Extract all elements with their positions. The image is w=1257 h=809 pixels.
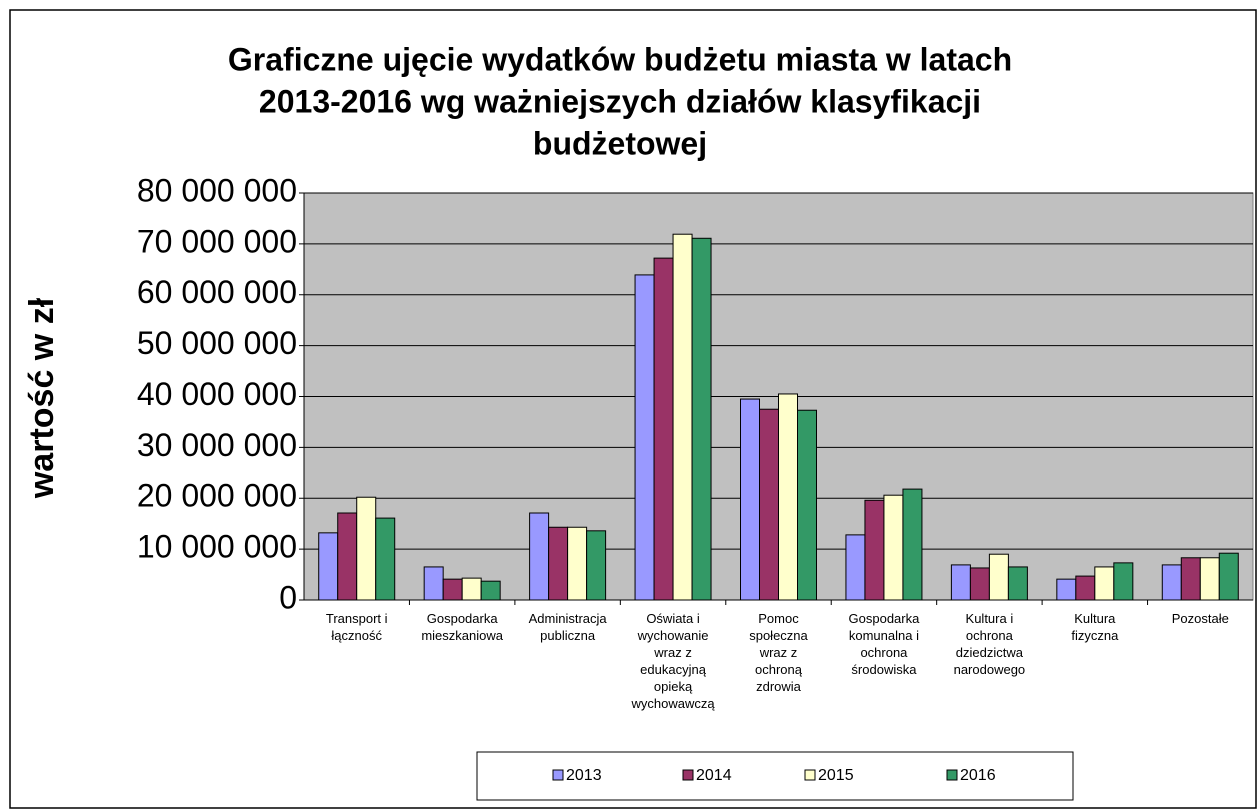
- legend-label: 2014: [696, 767, 732, 784]
- bar: [461, 577, 482, 601]
- bar: [1161, 564, 1182, 601]
- bar: [529, 512, 550, 601]
- chart-title: Graficzne ujęcie wydatków budżetu miasta…: [228, 41, 1012, 77]
- x-tick-label: Pomoc społeczna wraz z ochroną zdrowia: [749, 611, 808, 694]
- legend-label: 2016: [960, 767, 996, 784]
- bar: [1007, 566, 1028, 601]
- bar: [1199, 557, 1220, 601]
- y-tick-label: 30 000 000: [137, 427, 297, 463]
- bar: [845, 534, 866, 601]
- bar: [375, 517, 396, 601]
- x-tick-label: Kultura fizyczna: [1071, 611, 1119, 643]
- bar: [1056, 578, 1077, 601]
- legend-label: 2015: [818, 767, 854, 784]
- bar: [1113, 562, 1134, 601]
- bar: [1218, 552, 1239, 601]
- legend-box: [476, 751, 1074, 801]
- bar: [969, 567, 990, 601]
- y-tick-label: 10 000 000: [137, 529, 297, 565]
- bar: [950, 564, 971, 601]
- bar: [988, 553, 1009, 601]
- bar: [318, 532, 339, 601]
- x-tick-label: Administracja publiczna: [529, 611, 608, 643]
- bar: [442, 578, 463, 601]
- bar: [740, 398, 760, 601]
- bar: [337, 512, 358, 601]
- bar: [691, 237, 712, 601]
- bar: [672, 233, 693, 601]
- bar: [864, 499, 885, 601]
- bar: [759, 408, 779, 601]
- bar: [902, 488, 923, 601]
- bar: [1094, 566, 1115, 601]
- chart-title: 2013-2016 wg ważniejszych działów klasyf…: [259, 83, 981, 119]
- bar: [778, 393, 798, 601]
- bar: [548, 526, 569, 601]
- bar: [480, 580, 501, 601]
- bar: [634, 274, 655, 601]
- legend-swatch: [552, 769, 564, 781]
- chart-title: budżetowej: [533, 125, 707, 161]
- y-tick-label: 60 000 000: [137, 274, 297, 310]
- legend-swatch: [682, 769, 694, 781]
- y-tick-label: 70 000 000: [137, 223, 297, 259]
- legend-swatch: [946, 769, 958, 781]
- bar: [567, 526, 588, 601]
- bar: [797, 409, 817, 601]
- y-tick-label: 50 000 000: [137, 325, 297, 361]
- y-tick-label: 80 000 000: [137, 172, 297, 208]
- bar: [356, 496, 377, 601]
- bar: [1180, 557, 1201, 601]
- x-tick-label: Oświata i wychowanie wraz z edukacyjną opiek…: [631, 611, 716, 711]
- y-tick-label: 0: [279, 579, 297, 615]
- legend-swatch: [804, 769, 816, 781]
- x-tick-label: Kultura i ochrona dziedzictwa narodowego: [954, 611, 1026, 677]
- bar: [883, 494, 904, 601]
- legend-label: 2013: [566, 767, 602, 784]
- bar: [423, 566, 444, 601]
- x-tick-label: Transport i łączność: [326, 611, 388, 643]
- bar: [1075, 575, 1096, 601]
- y-tick-label: 20 000 000: [137, 478, 297, 514]
- x-tick-label: Gospodarka mieszkaniowa: [421, 611, 503, 643]
- x-tick-label: Pozostałe: [1172, 611, 1229, 626]
- y-tick-label: 40 000 000: [137, 376, 297, 412]
- bar: [653, 257, 674, 601]
- y-axis-label: wartość w zł: [23, 297, 61, 499]
- x-tick-label: Gospodarka komunalna i ochrona środowiska: [849, 611, 921, 677]
- bar: [586, 530, 607, 601]
